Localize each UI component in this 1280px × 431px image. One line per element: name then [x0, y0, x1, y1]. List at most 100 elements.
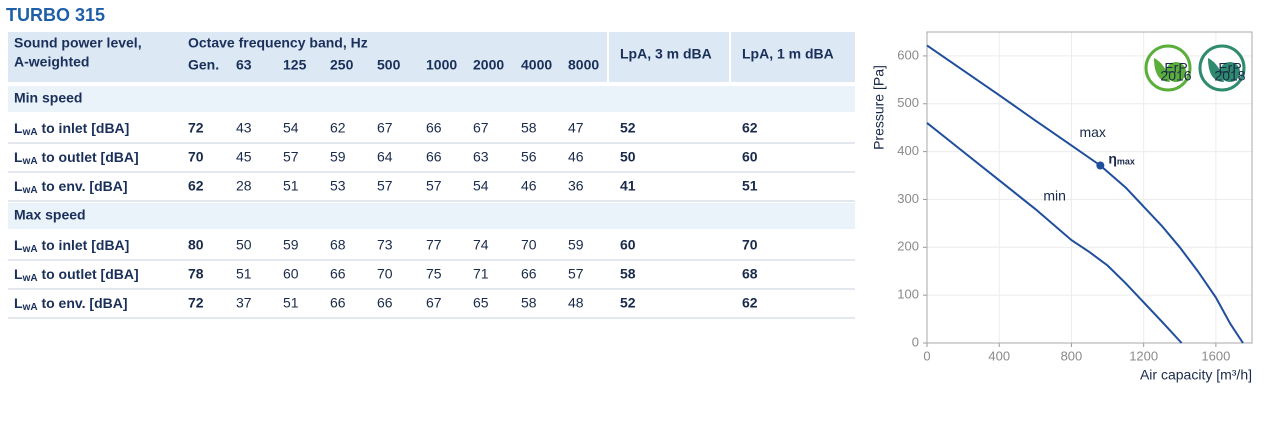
row-label: LwA to env. [dBA] [14, 295, 128, 313]
cell-value: 78 [188, 266, 204, 282]
cell-value: 74 [473, 237, 489, 253]
cell-value: 72 [188, 120, 204, 136]
cell-value: 54 [473, 178, 489, 194]
cell-value: 64 [377, 149, 393, 165]
header-label: A-weighted [14, 54, 89, 70]
cell-value: 52 [620, 120, 636, 136]
eta-sub: max [1117, 157, 1135, 167]
cell-value: 66 [426, 149, 442, 165]
badge-text: ErP [1164, 60, 1187, 76]
cell-value: 51 [283, 295, 299, 311]
label-sub: wA [22, 273, 38, 284]
header-column: 2000 [473, 57, 504, 73]
label-sub: wA [22, 185, 38, 196]
label-sub: wA [22, 244, 38, 255]
label-sub: wA [22, 156, 38, 167]
header-column: 8000 [568, 57, 599, 73]
header-column: 250 [330, 57, 354, 73]
y-tick-label: 300 [897, 191, 919, 206]
cell-value: 59 [330, 149, 346, 165]
x-tick-label: 1600 [1201, 348, 1230, 363]
cell-value: 66 [521, 266, 537, 282]
cell-value: 68 [330, 237, 346, 253]
y-tick-label: 600 [897, 47, 919, 62]
label-symbol: L [14, 266, 23, 282]
cell-value: 59 [283, 237, 299, 253]
x-axis-label: Air capacity [m³/h] [1140, 367, 1252, 383]
cell-value: 50 [620, 149, 636, 165]
cell-value: 53 [330, 178, 346, 194]
cell-value: 70 [742, 237, 758, 253]
eta-max-label: ηmax [1108, 150, 1135, 167]
label-text: to env. [dBA] [38, 178, 128, 194]
cell-value: 67 [473, 120, 489, 136]
y-tick-label: 0 [912, 334, 919, 349]
title: TURBO 315 [6, 5, 105, 25]
section-name: Max speed [14, 207, 86, 223]
x-tick-label: 800 [1061, 348, 1083, 363]
cell-value: 41 [620, 178, 636, 194]
section-bg [8, 203, 855, 229]
table-header-bg [8, 32, 855, 82]
cell-value: 36 [568, 178, 584, 194]
badge-leaf [1154, 58, 1170, 82]
curve-label: min [1043, 188, 1066, 204]
header-column: 500 [377, 57, 401, 73]
y-tick-label: 400 [897, 143, 919, 158]
curve-label: max [1079, 124, 1105, 140]
badge-leaf [1208, 58, 1224, 82]
label-symbol: L [14, 178, 23, 194]
cell-value: 51 [283, 178, 299, 194]
cell-value: 67 [377, 120, 393, 136]
cell-value: 57 [568, 266, 584, 282]
cell-value: 62 [330, 120, 346, 136]
y-tick-label: 200 [897, 239, 919, 254]
cell-value: 67 [426, 295, 442, 311]
cell-value: 77 [426, 237, 442, 253]
header-column: 63 [236, 57, 252, 73]
x-tick-label: 400 [988, 348, 1010, 363]
cell-value: 66 [330, 266, 346, 282]
label-sub: wA [22, 127, 38, 138]
header-label: Sound power level, [14, 35, 142, 51]
cell-value: 51 [236, 266, 252, 282]
label-text: to outlet [dBA] [38, 149, 139, 165]
cell-value: 70 [521, 237, 537, 253]
curve [926, 44, 1244, 344]
label-text: to inlet [dBA] [38, 120, 130, 136]
label-text: to inlet [dBA] [38, 237, 130, 253]
label-text: to outlet [dBA] [38, 266, 139, 282]
cell-value: 58 [521, 295, 537, 311]
label-sub: wA [22, 302, 38, 313]
y-tick-label: 500 [897, 95, 919, 110]
x-tick-label: 1200 [1129, 348, 1158, 363]
header-lpa3: LpA, 3 m dBA [620, 46, 712, 62]
section-name: Min speed [14, 90, 82, 106]
cell-value: 47 [568, 120, 584, 136]
cell-value: 75 [426, 266, 442, 282]
label-symbol: L [14, 149, 23, 165]
cell-value: 45 [236, 149, 252, 165]
plot-frame [926, 31, 1253, 344]
label-text: to env. [dBA] [38, 295, 128, 311]
cell-value: 37 [236, 295, 252, 311]
curve [926, 122, 1183, 344]
cell-value: 72 [188, 295, 204, 311]
cell-value: 66 [377, 295, 393, 311]
cell-value: 66 [426, 120, 442, 136]
eta-max-point [1096, 161, 1105, 170]
cell-value: 58 [521, 120, 537, 136]
cell-value: 54 [283, 120, 299, 136]
cell-value: 62 [188, 178, 204, 194]
header-band: Octave frequency band, Hz [188, 35, 368, 51]
cell-value: 59 [568, 237, 584, 253]
label-symbol: L [14, 120, 23, 136]
cell-value: 71 [473, 266, 489, 282]
row-label: LwA to outlet [dBA] [14, 266, 139, 284]
cell-value: 51 [742, 178, 758, 194]
cell-value: 28 [236, 178, 252, 194]
cell-value: 57 [377, 178, 393, 194]
badge-text: ErP [1218, 60, 1241, 76]
row-label: LwA to inlet [dBA] [14, 237, 129, 255]
